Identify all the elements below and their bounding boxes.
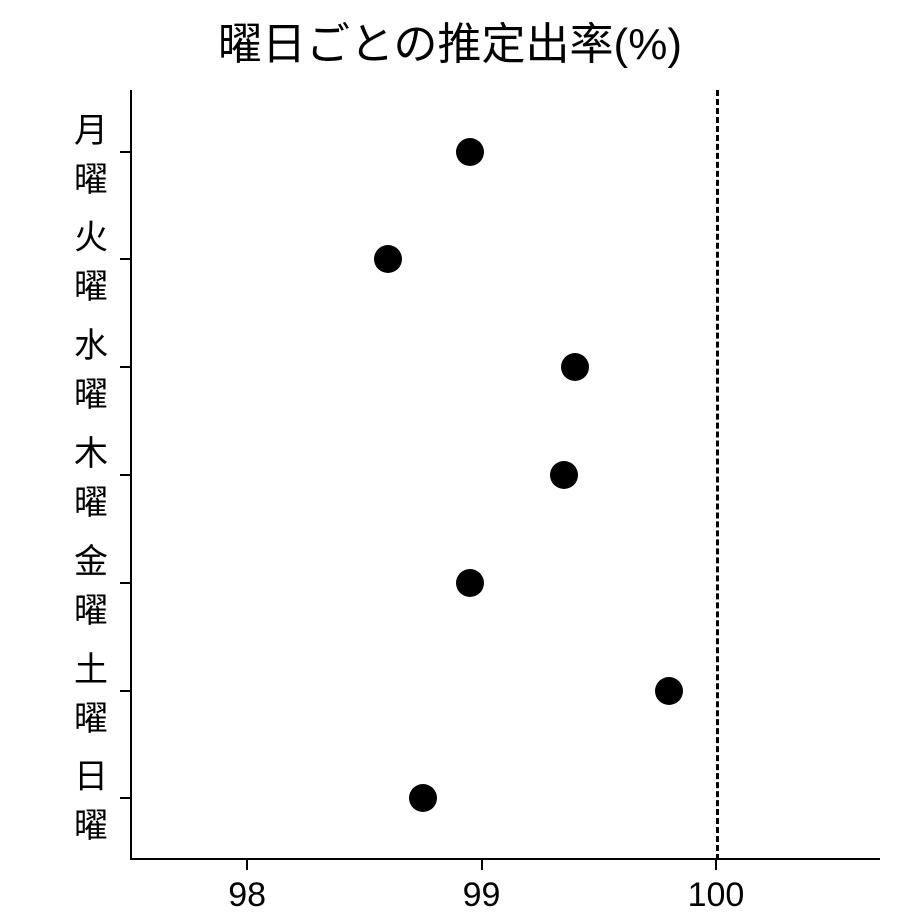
y-tick-mark bbox=[120, 474, 130, 476]
x-tick-label: 100 bbox=[688, 876, 745, 915]
plot-area: 月曜火曜水曜木曜金曜土曜日曜9899100 bbox=[130, 90, 880, 860]
y-tick-mark bbox=[120, 797, 130, 799]
reference-line bbox=[716, 90, 719, 860]
y-tick-label: 日曜 bbox=[74, 749, 108, 847]
y-tick-label: 木曜 bbox=[74, 426, 108, 524]
data-point bbox=[409, 784, 437, 812]
data-point bbox=[550, 461, 578, 489]
y-tick-label: 土曜 bbox=[74, 642, 108, 740]
data-point bbox=[456, 569, 484, 597]
data-point bbox=[456, 138, 484, 166]
data-point bbox=[655, 677, 683, 705]
data-point bbox=[561, 353, 589, 381]
x-axis-line bbox=[130, 858, 880, 860]
x-tick-mark bbox=[715, 860, 717, 870]
x-tick-mark bbox=[246, 860, 248, 870]
data-point bbox=[374, 245, 402, 273]
y-tick-label: 月曜 bbox=[74, 103, 108, 201]
chart-container: 曜日ごとの推定出率(%) 月曜火曜水曜木曜金曜土曜日曜9899100 bbox=[0, 0, 900, 900]
y-tick-label: 金曜 bbox=[74, 534, 108, 632]
y-tick-label: 水曜 bbox=[74, 318, 108, 416]
y-axis-line bbox=[130, 90, 132, 860]
chart-title: 曜日ごとの推定出率(%) bbox=[0, 8, 900, 72]
x-tick-label: 98 bbox=[228, 876, 266, 915]
x-tick-label: 99 bbox=[463, 876, 501, 915]
y-tick-mark bbox=[120, 582, 130, 584]
y-tick-mark bbox=[120, 690, 130, 692]
y-tick-label: 火曜 bbox=[74, 210, 108, 308]
y-tick-mark bbox=[120, 258, 130, 260]
y-tick-mark bbox=[120, 366, 130, 368]
y-tick-mark bbox=[120, 151, 130, 153]
x-tick-mark bbox=[481, 860, 483, 870]
